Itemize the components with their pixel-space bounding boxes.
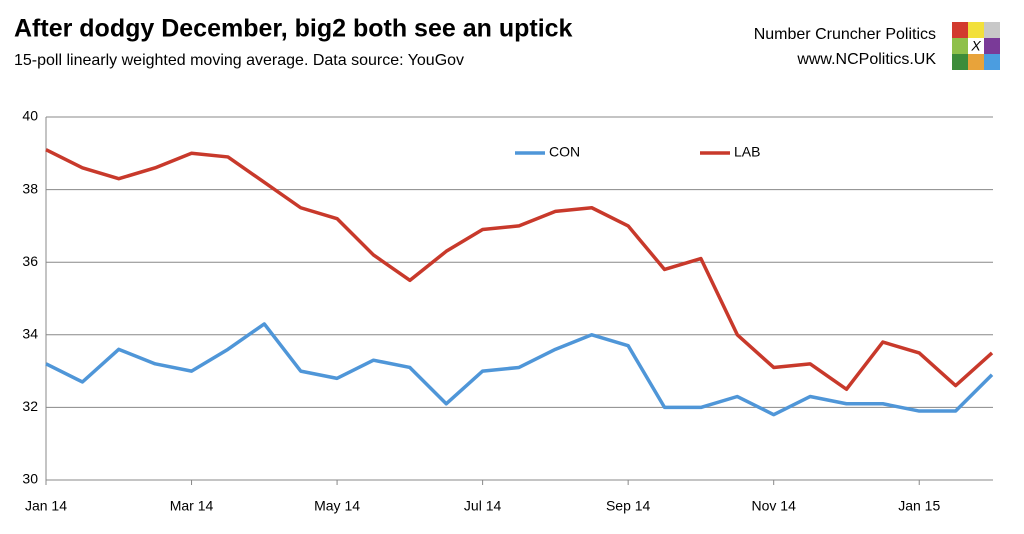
x-tick-label: Nov 14 xyxy=(752,498,797,514)
line-series xyxy=(45,322,994,417)
x-tick-label: Jul 14 xyxy=(464,498,502,514)
x-tick-label: Jan 15 xyxy=(898,498,940,514)
y-tick-label: 30 xyxy=(22,471,38,487)
y-tick-label: 40 xyxy=(22,108,38,124)
x-tick-label: Sep 14 xyxy=(606,498,651,514)
y-tick-label: 34 xyxy=(22,326,38,342)
y-tick-label: 36 xyxy=(22,253,38,269)
x-tick-label: May 14 xyxy=(314,498,360,514)
brand: Number Cruncher Politics xyxy=(754,26,936,43)
legend-label: LAB xyxy=(734,144,760,160)
legend-label: CON xyxy=(549,144,580,160)
x-tick-label: Mar 14 xyxy=(170,498,214,514)
logo: X xyxy=(952,22,1000,70)
chart-title: After dodgy December, big2 both see an u… xyxy=(14,15,573,43)
website: www.NCPolitics.UK xyxy=(796,51,936,68)
x-tick-label: Jan 14 xyxy=(25,498,67,514)
chart-subtitle: 15-poll linearly weighted moving average… xyxy=(14,52,464,69)
y-tick-label: 38 xyxy=(22,180,38,196)
logo-text: X xyxy=(970,38,981,54)
y-tick-label: 32 xyxy=(22,398,38,414)
line-series xyxy=(45,148,994,391)
